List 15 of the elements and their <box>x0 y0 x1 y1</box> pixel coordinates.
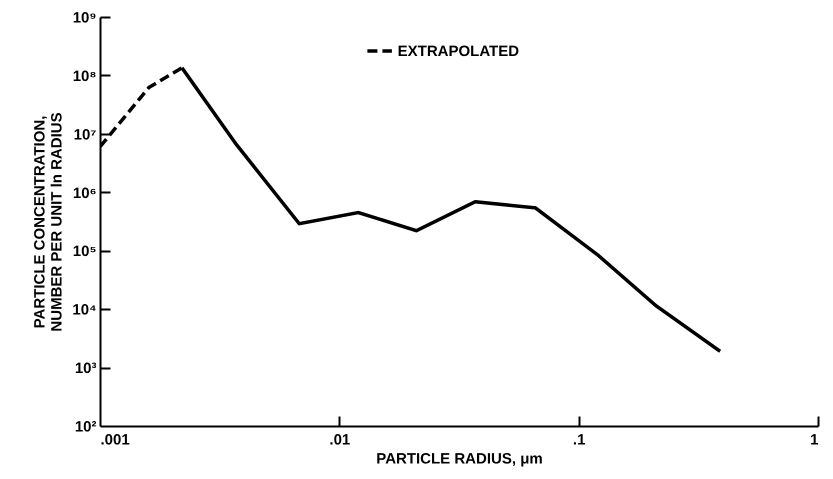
x-tick-label: .001 <box>100 432 130 448</box>
y-tick-label: 10³ <box>74 360 96 378</box>
x-tick-label: .1 <box>572 432 586 448</box>
y-tick-label: 10⁷ <box>74 126 96 144</box>
y-tick-label: 10⁵ <box>72 243 96 260</box>
x-tick-label: .01 <box>329 432 350 448</box>
y-tick-label: 10⁸ <box>72 68 96 85</box>
y-tick-label: 10⁶ <box>72 184 96 202</box>
x-tick-label: 1 <box>810 432 818 448</box>
x-axis-title: PARTICLE RADIUS, μm <box>376 450 543 468</box>
y-tick-label: 10² <box>74 418 96 436</box>
y-axis-title: PARTICLE CONCENTRATION, NUMBER PER UNIT ln RADIUS <box>31 112 66 332</box>
y-tick-label: 10⁴ <box>72 302 96 319</box>
legend-label: EXTRAPOLATED <box>398 43 520 60</box>
y-tick-label: 10⁹ <box>72 10 96 26</box>
